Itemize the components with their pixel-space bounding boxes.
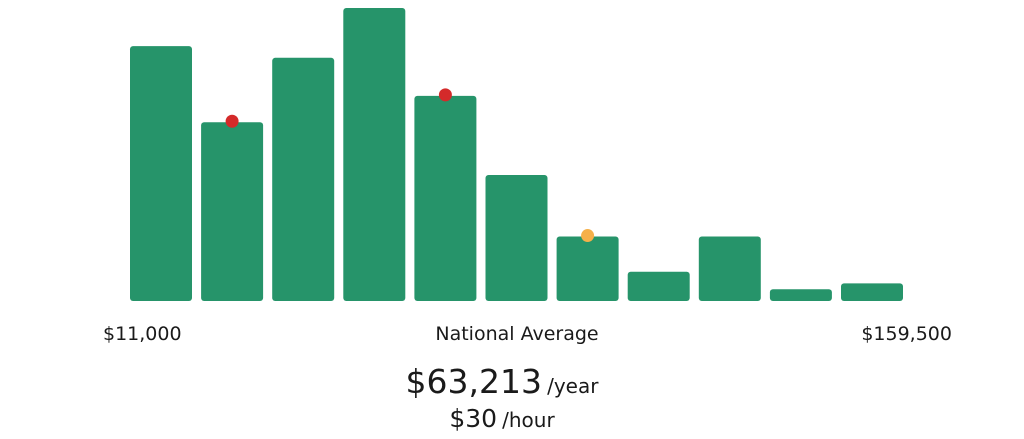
- histogram-bar: [343, 8, 406, 301]
- histogram-bar: [130, 46, 192, 302]
- histogram-bar: [414, 95, 477, 302]
- histogram-bar: [556, 236, 619, 301]
- annual-salary-unit: /year: [547, 374, 599, 398]
- salary-marker: [225, 114, 239, 128]
- histogram-bar: [272, 57, 335, 302]
- histogram-bar: [769, 289, 832, 301]
- histogram-bar: [485, 175, 548, 301]
- histogram-bar: [627, 271, 690, 301]
- annual-salary: $63,213 /year: [0, 362, 1004, 401]
- histogram-bar: [698, 236, 761, 301]
- histogram-bar: [201, 122, 264, 302]
- salary-marker: [581, 229, 595, 243]
- annual-salary-value: $63,213: [405, 362, 542, 401]
- hourly-wage: $30 /hour: [0, 404, 1004, 433]
- hourly-wage-value: $30: [449, 404, 498, 433]
- national-average-label: National Average: [435, 323, 599, 345]
- salary-marker: [438, 88, 452, 102]
- max-salary-label: $159,500: [861, 323, 952, 345]
- hourly-wage-unit: /hour: [502, 408, 555, 432]
- salary-histogram: [130, 8, 903, 302]
- histogram-bar: [841, 283, 903, 301]
- min-salary-label: $11,000: [103, 323, 182, 345]
